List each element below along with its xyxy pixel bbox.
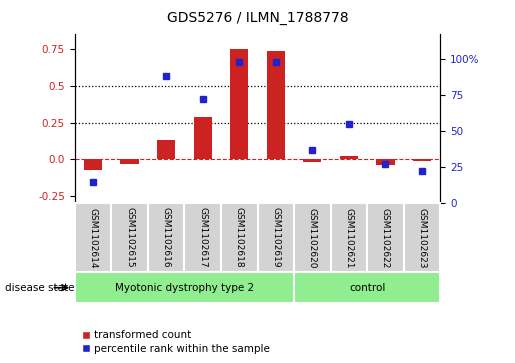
Text: GSM1102622: GSM1102622 [381, 208, 390, 268]
Text: GSM1102615: GSM1102615 [125, 207, 134, 268]
Text: GSM1102618: GSM1102618 [235, 207, 244, 268]
Text: GDS5276 / ILMN_1788778: GDS5276 / ILMN_1788778 [167, 11, 348, 25]
Bar [184, 203, 221, 272]
Bar [194, 117, 212, 159]
Bar [121, 159, 139, 164]
Bar [84, 159, 102, 170]
Text: GSM1102623: GSM1102623 [418, 208, 426, 268]
Text: GSM1102619: GSM1102619 [271, 207, 280, 268]
Bar [75, 272, 294, 303]
Text: Myotonic dystrophy type 2: Myotonic dystrophy type 2 [115, 283, 254, 293]
Bar [148, 203, 184, 272]
Text: GSM1102621: GSM1102621 [345, 208, 353, 268]
Bar [267, 50, 285, 159]
Bar [75, 203, 111, 272]
Bar [294, 203, 331, 272]
Bar [367, 203, 404, 272]
Bar [376, 159, 394, 165]
Bar [303, 159, 321, 162]
Bar [230, 49, 248, 159]
Bar [258, 203, 294, 272]
Bar [413, 159, 431, 161]
Text: GSM1102620: GSM1102620 [308, 208, 317, 268]
Text: control: control [349, 283, 385, 293]
Bar [157, 140, 175, 159]
Bar [340, 156, 358, 159]
Bar [294, 272, 440, 303]
Bar [221, 203, 258, 272]
Text: GSM1102617: GSM1102617 [198, 207, 207, 268]
Bar [331, 203, 367, 272]
Bar [404, 203, 440, 272]
Text: GSM1102616: GSM1102616 [162, 207, 170, 268]
Legend: transformed count, percentile rank within the sample: transformed count, percentile rank withi… [77, 326, 274, 358]
Text: GSM1102614: GSM1102614 [89, 208, 97, 268]
Text: disease state: disease state [5, 283, 75, 293]
Bar [111, 203, 148, 272]
